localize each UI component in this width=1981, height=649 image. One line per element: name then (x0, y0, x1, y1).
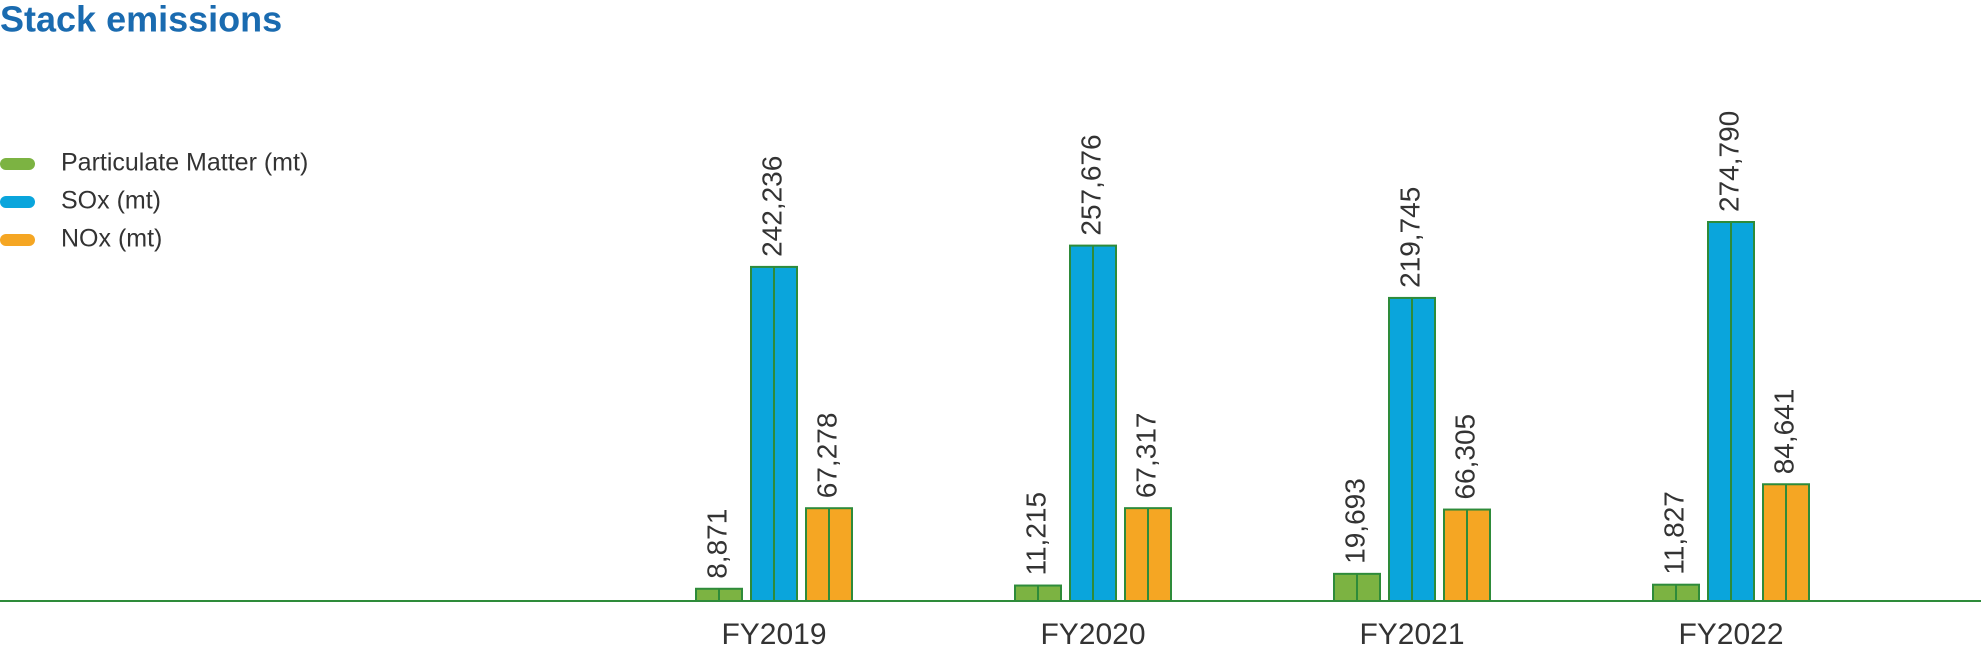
value-label: 11,827 (1658, 491, 1689, 575)
chart-title: Stack emissions (0, 0, 282, 40)
legend-label: NOx (mt) (61, 225, 162, 253)
value-label: 67,278 (811, 413, 842, 499)
value-label: 84,641 (1768, 389, 1799, 475)
value-label: 67,317 (1130, 413, 1161, 499)
x-tick-label: FY2022 (1678, 618, 1783, 649)
value-label: 274,790 (1713, 111, 1744, 212)
legend-swatch (0, 234, 35, 246)
value-label: 66,305 (1449, 414, 1480, 500)
value-label: 219,745 (1394, 187, 1425, 288)
legend-swatch (0, 158, 35, 170)
value-label: 8,871 (701, 509, 732, 579)
x-tick-label: FY2021 (1359, 618, 1464, 649)
value-label: 19,693 (1339, 478, 1370, 564)
legend-label: Particulate Matter (mt) (61, 149, 308, 177)
legend-swatch (0, 196, 35, 208)
value-label: 11,215 (1020, 492, 1051, 576)
value-label: 242,236 (756, 156, 787, 257)
value-label: 257,676 (1075, 134, 1106, 235)
legend-label: SOx (mt) (61, 187, 161, 215)
x-tick-label: FY2019 (721, 618, 826, 649)
x-tick-label: FY2020 (1040, 618, 1145, 649)
